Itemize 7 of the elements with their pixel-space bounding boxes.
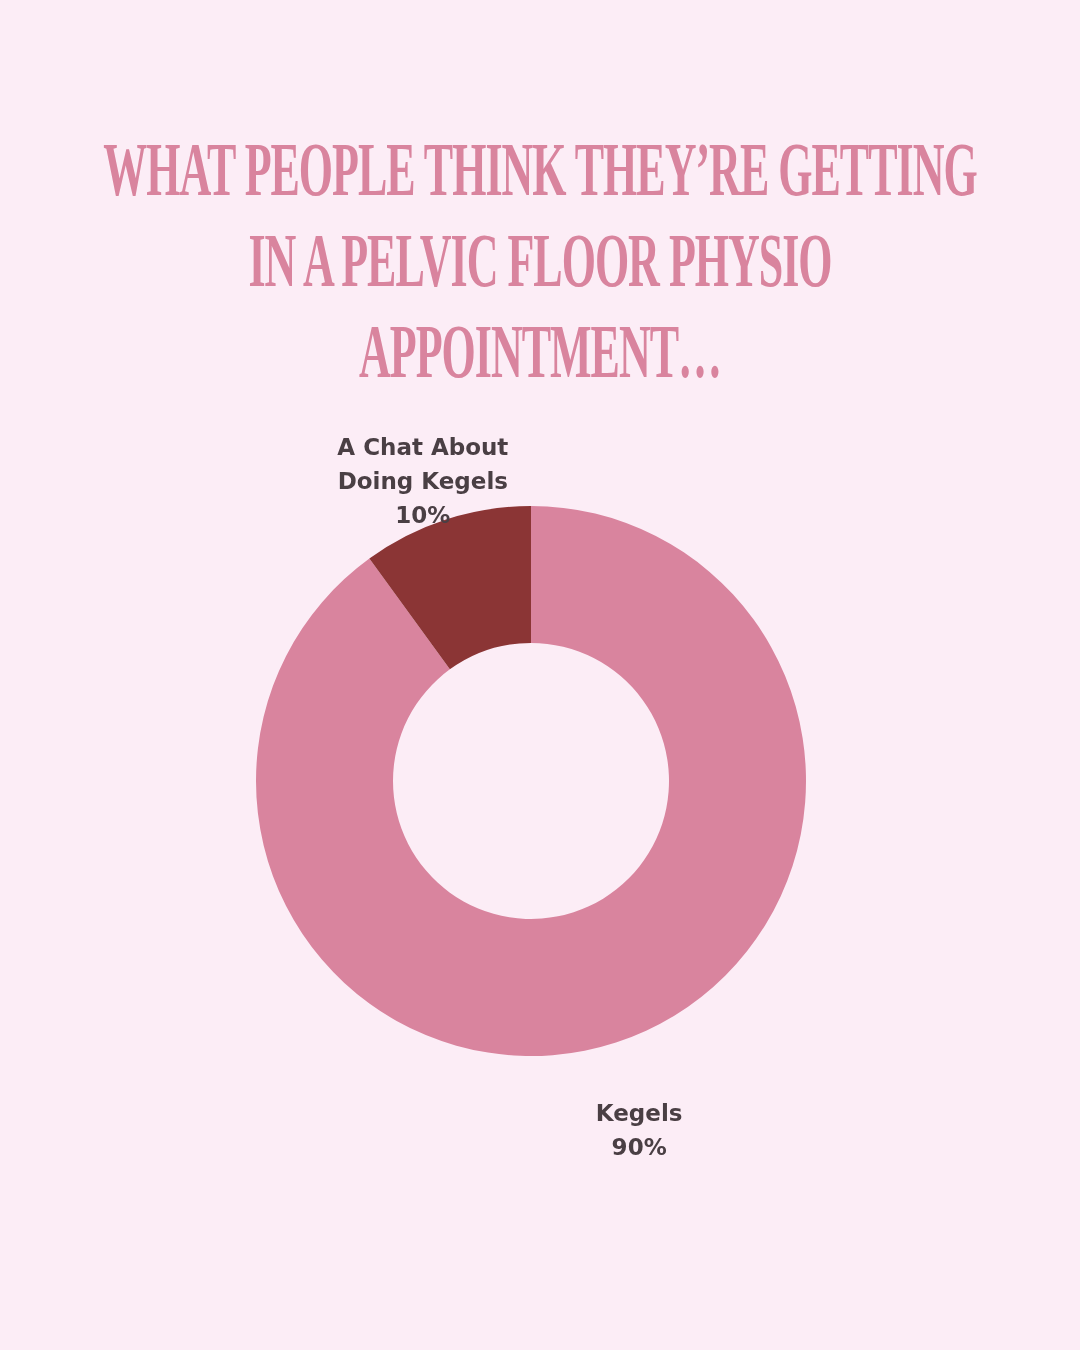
donut-slice [369, 506, 531, 670]
data-label: 90% [611, 1133, 667, 1160]
donut-slice [256, 506, 806, 1056]
slice-label: A Chat About Doing Kegels [337, 434, 509, 495]
data-label: 10% [395, 502, 451, 529]
chart-title: WHAT PEOPLE THINK THEY’RE GETTING IN A PELVIC FLOOR PHYSIO APPOINTMENT… [102, 125, 978, 397]
slice-label: Kegels [595, 1099, 683, 1126]
